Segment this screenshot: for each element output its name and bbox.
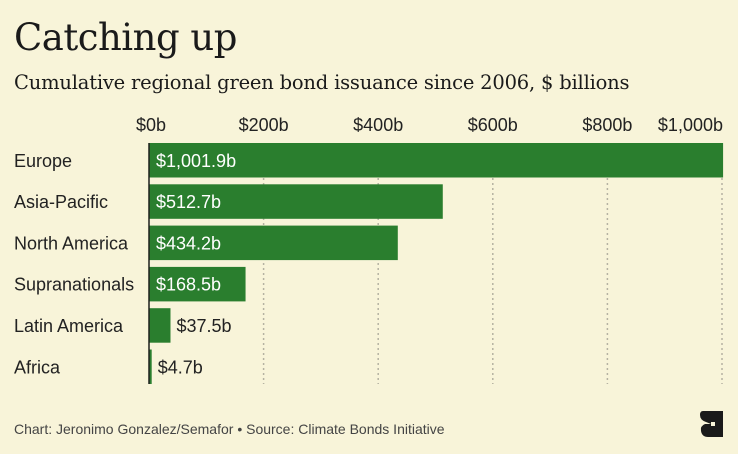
x-tick-label: $400b [353, 115, 403, 135]
category-labels: Europe Asia-Pacific North America Supranati… [14, 151, 134, 378]
category-label: Asia-Pacific [14, 192, 108, 212]
category-label: Latin America [14, 316, 124, 336]
data-label: $434.2b [156, 233, 221, 253]
data-label: $4.7b [158, 357, 203, 377]
x-tick-label: $1,000b [658, 115, 723, 135]
bar [149, 308, 171, 343]
source-credit: Chart: Jeronimo Gonzalez/Semafor • Sourc… [14, 421, 445, 437]
category-label: North America [14, 233, 129, 253]
bar [149, 184, 443, 219]
semafor-logo-icon [700, 411, 723, 437]
category-label: Europe [14, 151, 72, 171]
value-labels: $1,001.9b $512.7b $434.2b $168.5b $37.5b $4.7… [156, 151, 236, 378]
bar [149, 143, 724, 178]
chart-title: Catching up [14, 16, 237, 59]
gridlines [262, 143, 723, 384]
bar [149, 266, 246, 302]
bars [149, 143, 724, 384]
x-tick-label: $600b [468, 115, 518, 135]
data-label: $168.5b [156, 275, 221, 295]
data-label: $512.7b [156, 192, 221, 212]
category-label: Supranationals [14, 275, 134, 295]
x-tick-label: $0b [136, 115, 166, 135]
data-label: $1,001.9b [156, 151, 236, 171]
data-label: $37.5b [176, 316, 231, 336]
category-label: Africa [14, 357, 61, 377]
chart-subtitle: Cumulative regional green bond issuance … [14, 71, 630, 94]
x-tick-label: $200b [239, 115, 289, 135]
x-axis-ticks: $0b $200b $400b $600b $800b $1,000b [136, 115, 723, 135]
bar [149, 349, 152, 384]
x-tick-label: $800b [582, 115, 632, 135]
bar [149, 225, 398, 261]
